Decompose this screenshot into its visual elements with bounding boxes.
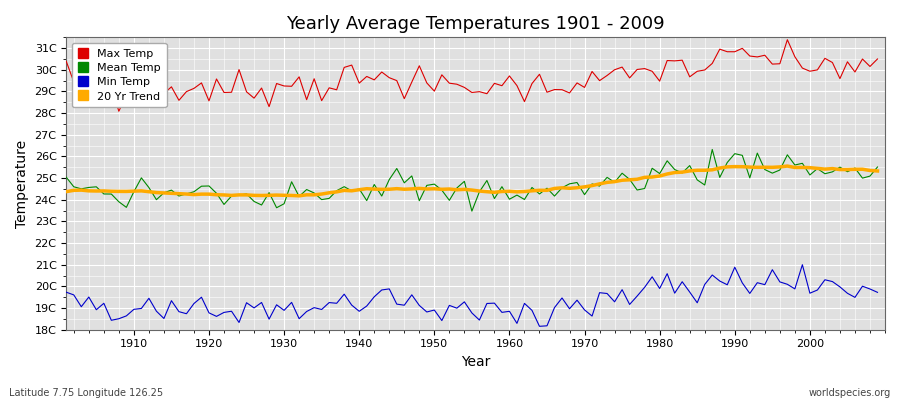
Y-axis label: Temperature: Temperature: [15, 140, 29, 228]
Title: Yearly Average Temperatures 1901 - 2009: Yearly Average Temperatures 1901 - 2009: [286, 15, 665, 33]
X-axis label: Year: Year: [461, 355, 491, 369]
Text: Latitude 7.75 Longitude 126.25: Latitude 7.75 Longitude 126.25: [9, 388, 163, 398]
Text: worldspecies.org: worldspecies.org: [809, 388, 891, 398]
Legend: Max Temp, Mean Temp, Min Temp, 20 Yr Trend: Max Temp, Mean Temp, Min Temp, 20 Yr Tre…: [72, 43, 166, 107]
